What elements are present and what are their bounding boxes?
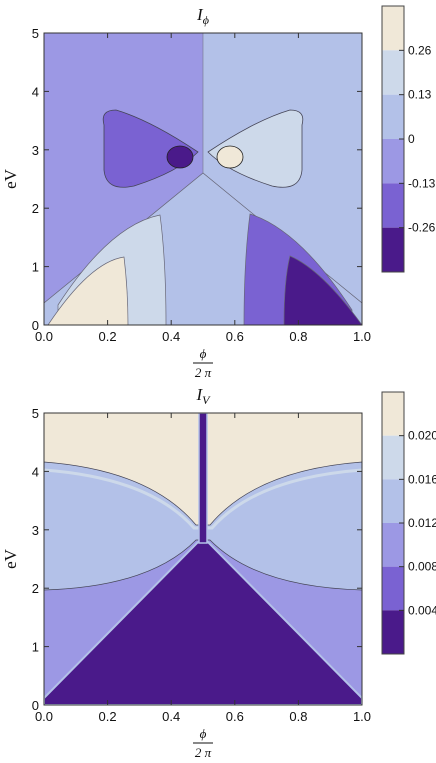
plot-bottom-ylabel: eV [1, 548, 20, 569]
plot-bottom-colorbar-band [382, 566, 404, 611]
plot-bottom-colorbar-band [382, 610, 404, 654]
plot-top-ytick-label: 3 [32, 143, 39, 158]
plot-bottom-ytick-label: 5 [32, 406, 39, 421]
plot-bottom-xtick-label: 0.2 [99, 709, 117, 724]
plot-bottom-colorbar-label: 0.0164 [408, 472, 436, 486]
plot-bottom-frame [43, 412, 363, 706]
plot-bottom-ytick-label: 2 [32, 581, 39, 596]
plot-bottom-xtick-label: 0.0 [35, 709, 53, 724]
plot-bottom-title: IV [195, 385, 211, 407]
plot-bottom-colorbar-band [382, 435, 404, 480]
plot-top-ytick-label: 5 [32, 26, 39, 41]
plot-bottom-colorbar-band [382, 479, 404, 523]
plot-top-colorbar-band [382, 50, 404, 95]
plot-top-colorbar: 0.26 0.13 0 -0.13 -0.26 [381, 5, 436, 273]
region-top-core-left [166, 145, 194, 169]
region-top-core-right [216, 145, 244, 169]
plot-bottom-xlabel: ϕ 2 π [193, 726, 213, 760]
plot-top-ytick-label: 0 [32, 318, 39, 333]
plot-top-xlabel-numerator: ϕ [200, 346, 207, 361]
plot-top-frame [43, 32, 363, 326]
plot-bottom: IV 0.0 0.2 0.4 0.6 0.8 1.0 0 1 2 3 4 5 eV ϕ 2 π 0.0… [1, 385, 436, 760]
plot-bottom-xtick-label: 0.6 [226, 709, 244, 724]
plot-bottom-ytick-label: 0 [32, 698, 39, 713]
plot-bottom-xlabel-denominator: 2 π [195, 745, 212, 760]
plot-bottom-colorbar-band [382, 392, 404, 436]
plot-top-axes: 0.0 0.2 0.4 0.6 0.8 1.0 0 1 2 3 4 5 [32, 26, 371, 344]
plot-top-colorbar-label: 0.26 [408, 43, 432, 57]
plot-top-xtick-label: 0.0 [35, 329, 53, 344]
plot-top-colorbar-band [382, 183, 404, 228]
plot-top-ytick-label: 4 [32, 84, 39, 99]
region-top-lobe-left [102, 109, 199, 188]
plot-top-colorbar-label: 0 [408, 132, 415, 146]
plot-top-regions [44, 33, 362, 325]
plot-top-colorbar-label: 0.13 [408, 88, 432, 102]
plot-bottom-ytick-label: 1 [32, 640, 39, 655]
plot-top-title: Iϕ [196, 5, 209, 27]
plot-top-ytick-label: 1 [32, 260, 39, 275]
plot-top-xlabel: ϕ 2 π [193, 346, 213, 380]
plot-bottom-colorbar-band [382, 523, 404, 567]
region-top-bottom-left [47, 256, 129, 325]
plot-bottom-colorbar-label: 0.0205 [408, 429, 436, 443]
plot-top-xtick-label: 0.2 [99, 329, 117, 344]
plot-bottom-colorbar-label: 0.0041 [408, 603, 436, 617]
plot-bottom-axes: 0.0 0.2 0.4 0.6 0.8 1.0 0 1 2 3 4 5 [32, 406, 371, 724]
plot-top: Iϕ 0.0 0.2 0.4 0.6 0.8 1.0 0 1 2 3 4 5 eV ϕ 2 π 0.2… [1, 5, 436, 380]
plot-top-colorbar-band [382, 94, 404, 139]
plot-top-ylabel: eV [1, 168, 20, 189]
plot-top-colorbar-band [382, 139, 404, 184]
plot-top-colorbar-band [382, 227, 404, 272]
region-top-bottom-right [283, 255, 362, 325]
plot-top-xlabel-denominator: 2 π [195, 365, 212, 380]
plot-top-colorbar-label: -0.26 [408, 221, 436, 235]
plot-top-xtick-label: 0.8 [289, 329, 307, 344]
plot-bottom-colorbar-label: 0.0082 [408, 560, 436, 574]
plot-bottom-ytick-label: 4 [32, 464, 39, 479]
plot-top-xtick-label: 0.6 [226, 329, 244, 344]
region-bottom-triangle [44, 535, 362, 705]
region-bottom-strip [198, 413, 208, 544]
plot-top-colorbar-label: -0.13 [408, 176, 436, 190]
plot-bottom-xtick-label: 0.8 [289, 709, 307, 724]
plot-bottom-xlabel-numerator: ϕ [200, 726, 207, 741]
plot-bottom-xtick-label: 0.4 [162, 709, 180, 724]
plot-bottom-xtick-label: 1.0 [353, 709, 371, 724]
plot-top-colorbar-band [382, 6, 404, 51]
plot-bottom-ytick-label: 3 [32, 523, 39, 538]
plot-top-xtick-label: 0.4 [162, 329, 180, 344]
plot-top-xtick-label: 1.0 [353, 329, 371, 344]
plot-bottom-regions [44, 413, 362, 705]
plot-top-ytick-label: 2 [32, 201, 39, 216]
